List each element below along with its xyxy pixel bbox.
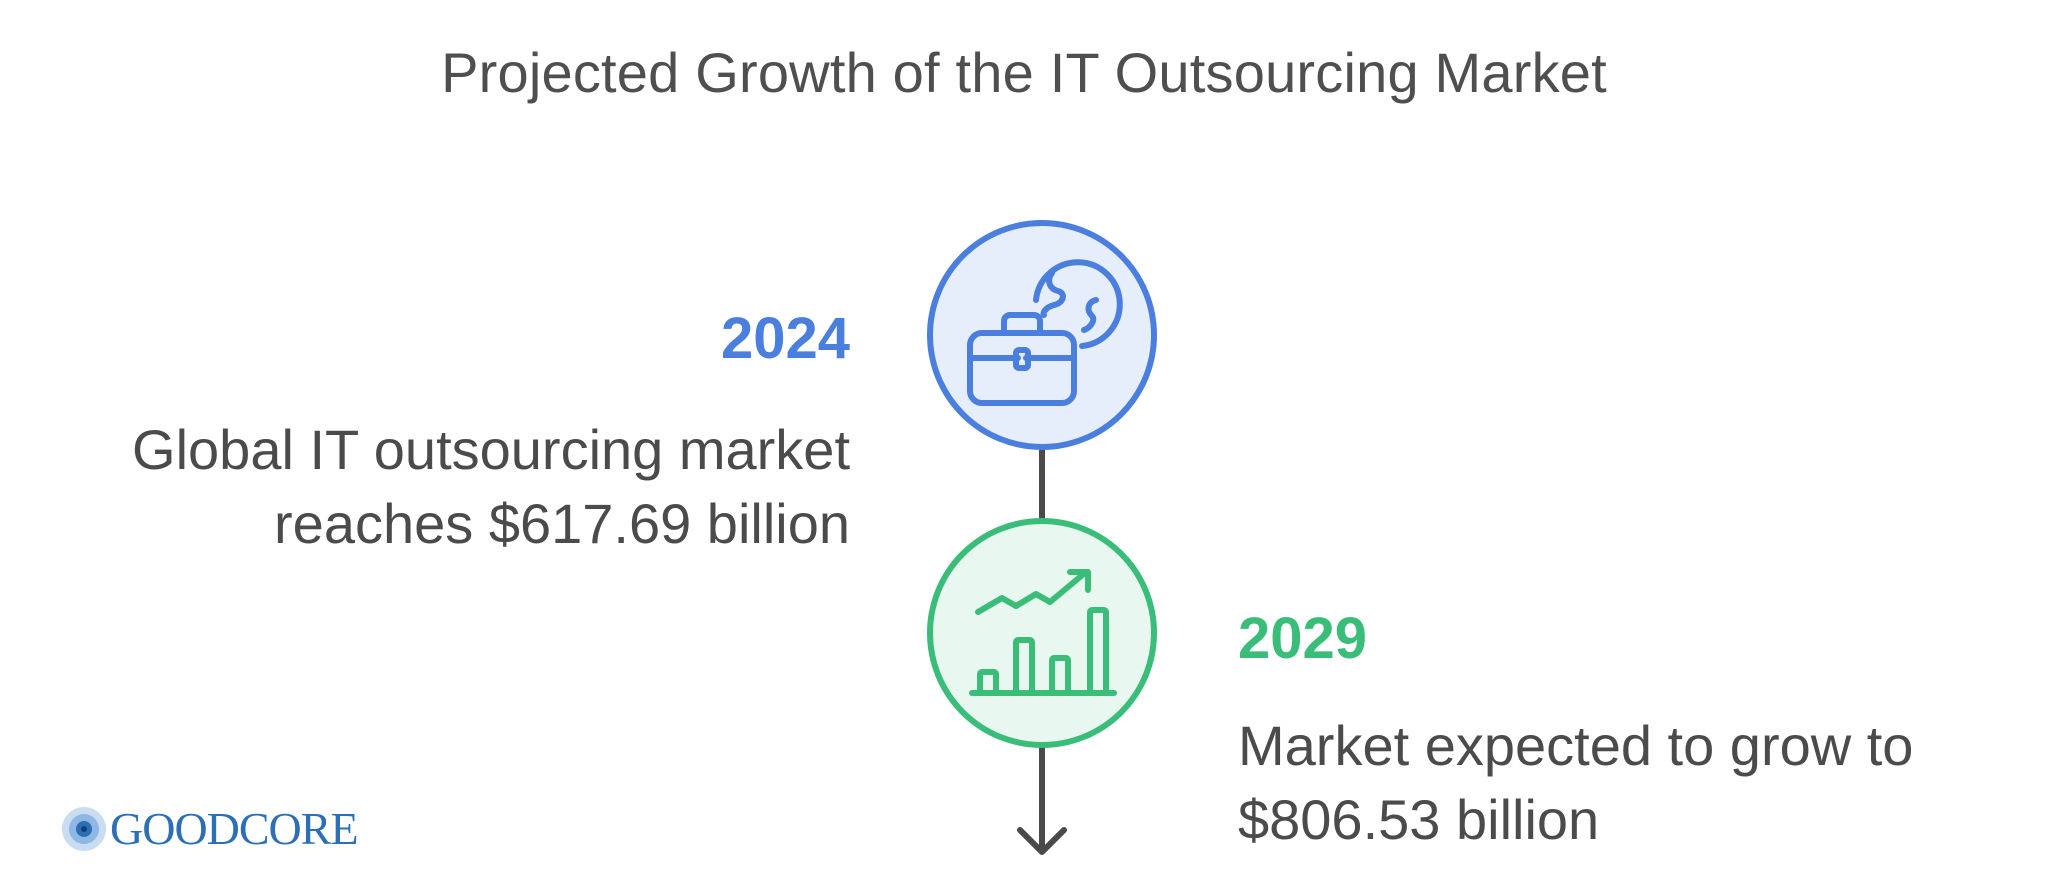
milestone-2024-description-line1: Global IT outsourcing market	[132, 418, 850, 481]
milestone-2024-description-line2: reaches $617.69 billion	[274, 492, 850, 555]
milestone-2024-node	[927, 220, 1157, 450]
logo-text: GOODCORE	[110, 803, 359, 854]
milestone-2024-year: 2024	[720, 306, 850, 371]
briefcase-globe-icon	[967, 259, 1123, 406]
page-title: Projected Growth of the IT Outsourcing M…	[441, 41, 1607, 104]
milestone-2029-description: Market expected to grow to $806.53 billi…	[1238, 709, 1913, 857]
milestone-2029-year: 2029	[1238, 606, 1368, 671]
growth-chart-icon	[969, 569, 1117, 696]
milestone-2029-node	[927, 518, 1157, 748]
timeline-arrowhead-icon	[1017, 827, 1067, 855]
company-logo: GOODCORE	[62, 803, 359, 854]
milestone-2029-description-line1: Market expected to grow to	[1238, 714, 1914, 777]
milestone-2024-description: Global IT outsourcing market reaches $61…	[132, 413, 850, 561]
target-rings-icon	[62, 807, 106, 851]
milestone-2029-description-line2: $806.53 billion	[1238, 788, 1600, 851]
